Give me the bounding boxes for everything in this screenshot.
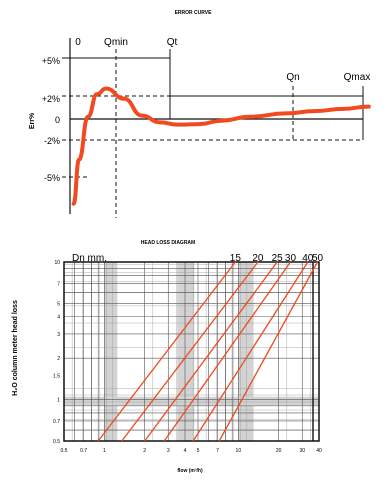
head-loss-y-tick: 5 — [57, 301, 60, 307]
head-loss-gray-bands — [64, 262, 319, 441]
head-loss-line-dn-20 — [121, 261, 259, 442]
head-loss-x-tick: 7 — [216, 448, 219, 454]
error-y-label: Err% — [29, 112, 36, 129]
head-loss-y-label: H₂O column meter head loss — [12, 300, 19, 396]
error-curve-title: ERROR CURVE — [175, 10, 213, 16]
head-loss-y-tick: 3 — [57, 332, 60, 338]
head-loss-x-tick: 5 — [197, 448, 200, 454]
head-loss-plot-frame — [63, 261, 320, 442]
head-loss-x-tick: 30 — [299, 448, 305, 454]
head-loss-series-label-25: 25 — [272, 253, 284, 264]
head-loss-x-tick: 40 — [316, 448, 322, 454]
head-loss-line-dn-40 — [192, 261, 309, 442]
head-loss-vertical-band — [177, 262, 195, 441]
head-loss-x-ticks: 0.5 0.7 1 2 3 4 5 7 10 20 30 40 — [61, 448, 322, 454]
head-loss-series-label-50: 50 — [312, 253, 324, 264]
error-curve-chart: ERROR CURVE 0 Qmin Qt Qn Qmax +5% +2% 0 … — [29, 10, 371, 218]
head-loss-lines — [97, 261, 319, 442]
error-y-tick-minus2: -2% — [44, 136, 60, 146]
head-loss-y-tick: 1 — [57, 398, 60, 404]
head-loss-x-label: flow (m³/h) — [177, 468, 203, 474]
error-x-marker-qt: Qt — [167, 37, 178, 48]
error-x-marker-qmin: Qmin — [104, 37, 128, 48]
head-loss-y-tick: 4 — [57, 315, 60, 321]
head-loss-y-tick: 0.7 — [53, 419, 60, 425]
head-loss-y-ticks: 10 7 5 4 3 2 1.5 1 0.7 0.5 — [53, 260, 60, 445]
head-loss-x-tick: 2 — [143, 448, 146, 454]
head-loss-x-tick: 10 — [236, 448, 242, 454]
error-curve-line — [71, 86, 371, 206]
head-loss-vertical-band — [104, 262, 118, 441]
head-loss-y-tick: 0.5 — [53, 439, 60, 445]
head-loss-x-tick: 4 — [184, 448, 187, 454]
head-loss-title: HEAD LOSS DIAGRAM — [141, 240, 195, 246]
head-loss-legend-caption: Dn mm. — [72, 253, 107, 264]
head-loss-x-tick: 3 — [167, 448, 170, 454]
head-loss-y-tick: 2 — [57, 356, 60, 362]
head-loss-x-tick: 20 — [276, 448, 282, 454]
head-loss-line-dn-15 — [97, 261, 236, 442]
head-loss-x-tick: 0.5 — [61, 448, 68, 454]
head-loss-series-label-30: 30 — [285, 253, 297, 264]
error-x-marker-0: 0 — [75, 37, 81, 48]
head-loss-line-dn-30 — [163, 261, 292, 442]
head-loss-x-tick: 0.7 — [80, 448, 87, 454]
error-x-marker-qmax: Qmax — [344, 72, 371, 83]
error-x-marker-qn: Qn — [286, 72, 299, 83]
error-y-tick-plus5: +5% — [42, 56, 60, 66]
head-loss-series-label-15: 15 — [230, 253, 242, 264]
head-loss-y-tick: 10 — [54, 260, 60, 266]
error-y-tick-minus5: -5% — [44, 173, 60, 183]
head-loss-y-tick: 7 — [57, 281, 60, 287]
head-loss-line-dn-25 — [144, 261, 278, 442]
error-y-tick-0: 0 — [55, 115, 60, 125]
head-loss-x-tick: 1 — [103, 448, 106, 454]
head-loss-series-label-40: 40 — [302, 253, 314, 264]
head-loss-line-dn-50 — [218, 261, 319, 442]
error-y-tick-plus2: +2% — [42, 94, 60, 104]
head-loss-vertical-band — [238, 262, 254, 441]
head-loss-y-tick: 1.5 — [53, 373, 60, 379]
head-loss-series-label-20: 20 — [252, 253, 264, 264]
